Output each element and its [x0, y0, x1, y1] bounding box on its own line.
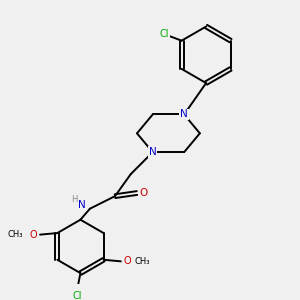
Text: Cl: Cl — [73, 291, 82, 300]
Text: O: O — [123, 256, 131, 266]
Text: N: N — [180, 110, 188, 119]
Text: H: H — [72, 195, 78, 204]
Text: N: N — [149, 147, 157, 157]
Text: CH₃: CH₃ — [7, 230, 23, 239]
Text: N: N — [78, 200, 86, 210]
Text: CH₃: CH₃ — [135, 257, 151, 266]
Text: O: O — [139, 188, 147, 198]
Text: O: O — [30, 230, 38, 240]
Text: Cl: Cl — [160, 29, 169, 39]
